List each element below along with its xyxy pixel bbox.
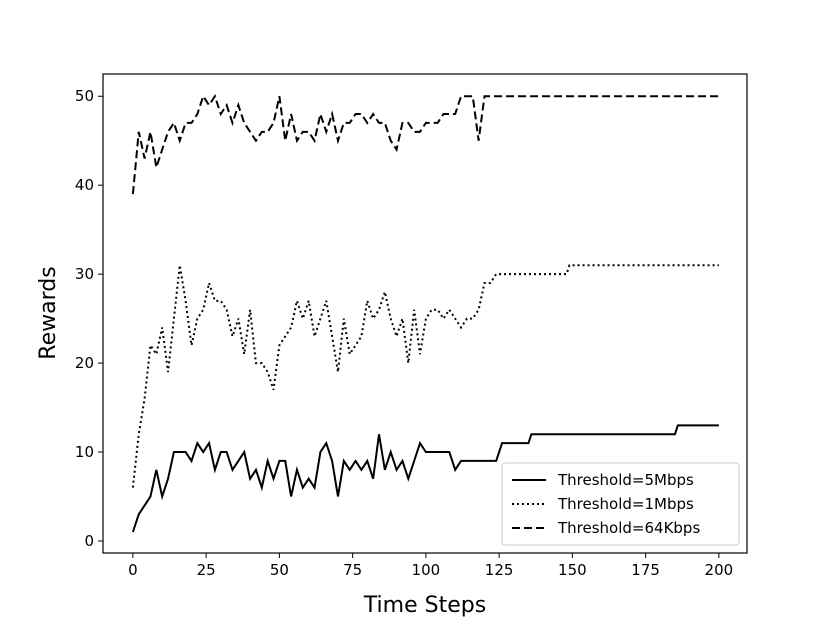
- y-tick-label: 10: [75, 443, 94, 461]
- line-series: [131, 424, 719, 533]
- plot-frame: [102, 73, 748, 554]
- x-tick-label: 150: [558, 561, 587, 579]
- legend: Threshold=5Mbps Threshold=1Mbps Threshold=…: [501, 462, 740, 546]
- x-tick-label: 50: [270, 561, 289, 579]
- y-tick-label: 30: [75, 265, 94, 283]
- x-tick-label: 25: [197, 561, 216, 579]
- legend-label: Threshold=1Mbps: [557, 495, 694, 513]
- x-tick-label: 200: [705, 561, 734, 579]
- y-tick-label: 50: [75, 87, 94, 105]
- x-tick-label: 0: [128, 561, 138, 579]
- y-axis-label: Rewards: [36, 266, 61, 359]
- line-series: [131, 264, 719, 488]
- x-tick-label: 175: [631, 561, 660, 579]
- legend-box: [501, 462, 740, 546]
- y-tick-label: 40: [75, 176, 94, 194]
- x-axis-label: Time Steps: [363, 593, 486, 618]
- y-tick-label: 0: [84, 532, 94, 550]
- line-series: [131, 93, 719, 195]
- legend-label: Threshold=64Kbps: [557, 519, 700, 537]
- legend-label: Threshold=5Mbps: [557, 471, 694, 489]
- y-tick-label: 20: [75, 354, 94, 372]
- x-tick-label: 125: [485, 561, 514, 579]
- x-tick-label: 100: [412, 561, 441, 579]
- x-tick-label: 75: [343, 561, 362, 579]
